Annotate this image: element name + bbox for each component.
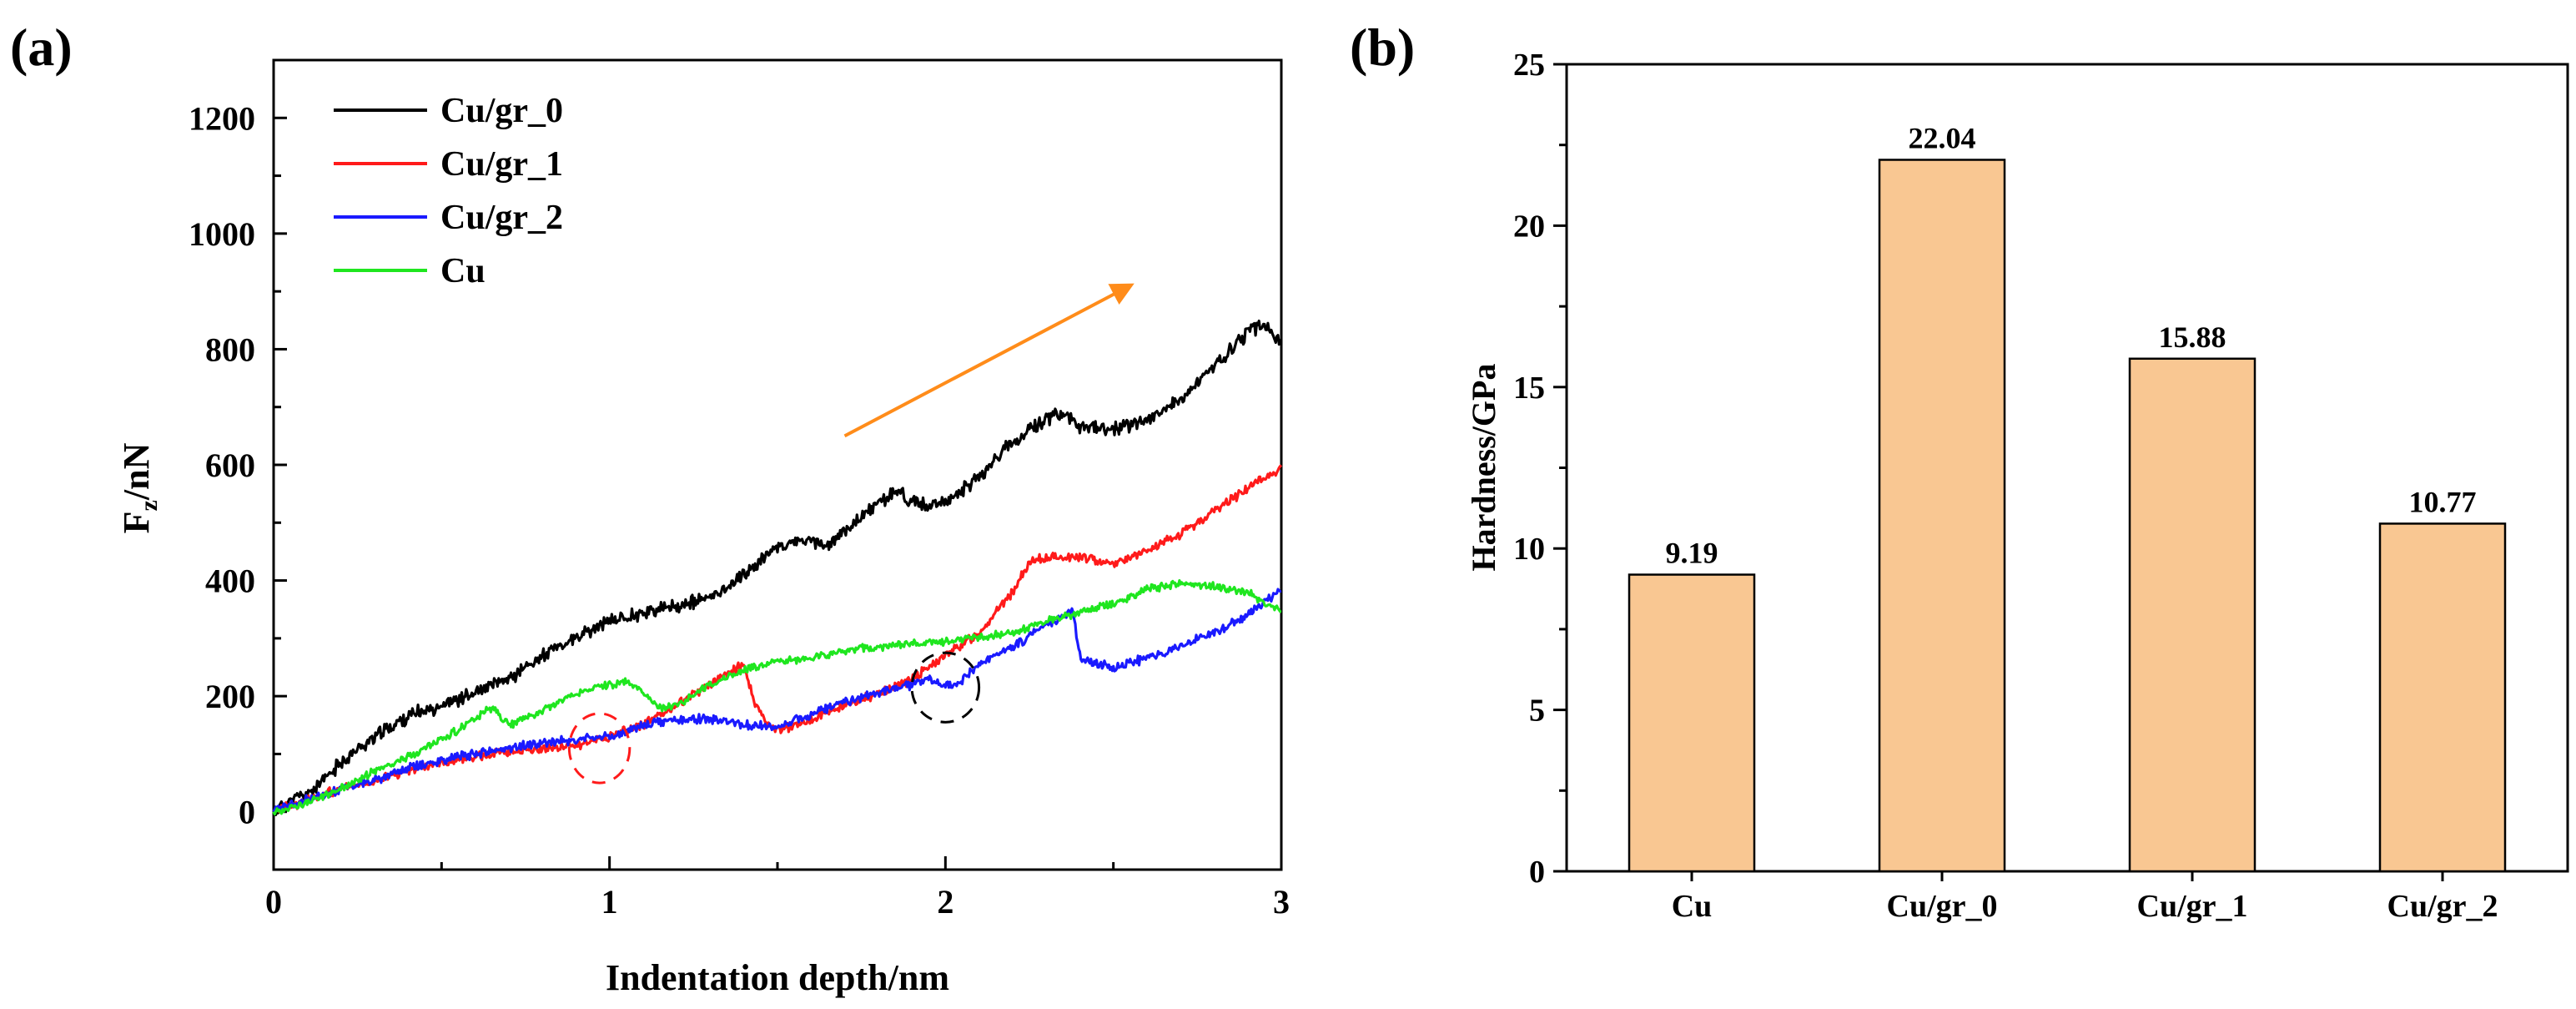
legend-label: Cu/gr_1 [440, 145, 563, 184]
series-line-cu [272, 578, 1282, 816]
y-tick-label: 1200 [189, 99, 255, 137]
highlight-ellipse [910, 651, 981, 724]
bar-cu-gr-0 [1878, 159, 2006, 873]
y-label-main: F [116, 511, 157, 533]
y-tick-label: 15 [1513, 371, 1545, 406]
y-tick-label: 600 [205, 446, 255, 484]
y-tick-label: 20 [1513, 209, 1545, 244]
panel-a-label: (a) [10, 18, 73, 77]
panel-a-legend: Cu/gr_0 Cu/gr_1 Cu/gr_2 Cu [334, 92, 563, 290]
bar-value-label: 9.19 [1666, 537, 1718, 570]
y-tick-label: 0 [1529, 855, 1545, 890]
panel-b-bar-chart: (b) 0 5 10 15 20 25 9.19 Cu 22.04 Cu/gr_0 15.88 Cu… [1350, 18, 2569, 924]
x-tick-label: 3 [1273, 883, 1290, 921]
y-tick-label: 25 [1513, 48, 1545, 83]
y-tick-label: 0 [239, 794, 255, 831]
panel-a-ticks: 0 1 2 3 0 200 400 600 800 1000 1200 [189, 58, 1290, 921]
panel-a-y-axis-label: Fz/nN [116, 442, 163, 533]
panel-a-annotations [567, 283, 1135, 784]
bar-value-label: 10.77 [2409, 485, 2477, 518]
panel-b-y-axis-label: Hardness/GPa [1465, 364, 1502, 572]
bar-cu-gr-2 [2378, 522, 2507, 873]
panel-a-x-axis-label: Indentation depth/nm [606, 957, 949, 998]
x-tick-label: Cu/gr_2 [2387, 889, 2498, 924]
x-tick-label: Cu [1672, 889, 1713, 924]
x-tick-label: 2 [937, 883, 953, 921]
panel-a-series [272, 319, 1283, 816]
x-tick-label: Cu/gr_0 [1887, 889, 1998, 924]
series-line-cu-gr-2 [272, 588, 1282, 813]
y-tick-label: 200 [205, 678, 255, 715]
y-tick-label: 800 [205, 330, 255, 368]
y-tick-label: 400 [205, 563, 255, 600]
y-tick-label: 5 [1529, 694, 1545, 729]
bar-value-label: 15.88 [2159, 320, 2226, 354]
y-label-unit: /nN [116, 442, 157, 501]
legend-label: Cu/gr_0 [440, 92, 563, 130]
y-tick-label: 1000 [189, 215, 255, 253]
trend-arrow [843, 283, 1135, 438]
panel-b-label: (b) [1350, 18, 1415, 77]
bar-cu [1628, 573, 1756, 873]
series-line-cu-gr-0 [272, 319, 1283, 816]
x-tick-label: Cu/gr_1 [2137, 889, 2248, 924]
panel-b-ticks: 0 5 10 15 20 25 [1513, 48, 1567, 890]
legend-label: Cu/gr_2 [440, 199, 563, 237]
highlight-ellipse [567, 712, 631, 784]
bar-value-label: 22.04 [1909, 121, 1976, 154]
x-tick-label: 1 [601, 883, 618, 921]
bar-cu-gr-1 [2128, 357, 2257, 873]
series-line-cu-gr-1 [273, 464, 1283, 814]
panel-b-bars: 9.19 Cu 22.04 Cu/gr_0 15.88 Cu/gr_1 10.77 Cu/gr… [1628, 121, 2507, 924]
legend-label: Cu [440, 252, 486, 290]
x-tick-label: 0 [265, 883, 282, 921]
y-label-subscript: z [135, 500, 163, 511]
y-tick-label: 10 [1513, 532, 1545, 567]
